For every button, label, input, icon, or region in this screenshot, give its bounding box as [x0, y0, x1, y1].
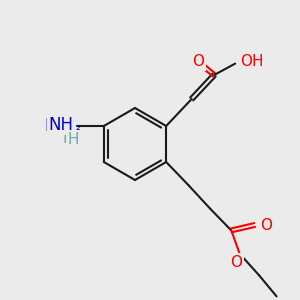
- Text: ₂: ₂: [75, 119, 80, 133]
- Text: H: H: [68, 132, 79, 147]
- Text: O: O: [192, 54, 204, 69]
- Text: O: O: [260, 218, 272, 232]
- Text: H: H: [63, 131, 74, 146]
- Text: NH: NH: [48, 116, 73, 134]
- Text: OH: OH: [240, 54, 263, 69]
- Text: NH: NH: [44, 117, 69, 135]
- Text: O: O: [230, 255, 242, 270]
